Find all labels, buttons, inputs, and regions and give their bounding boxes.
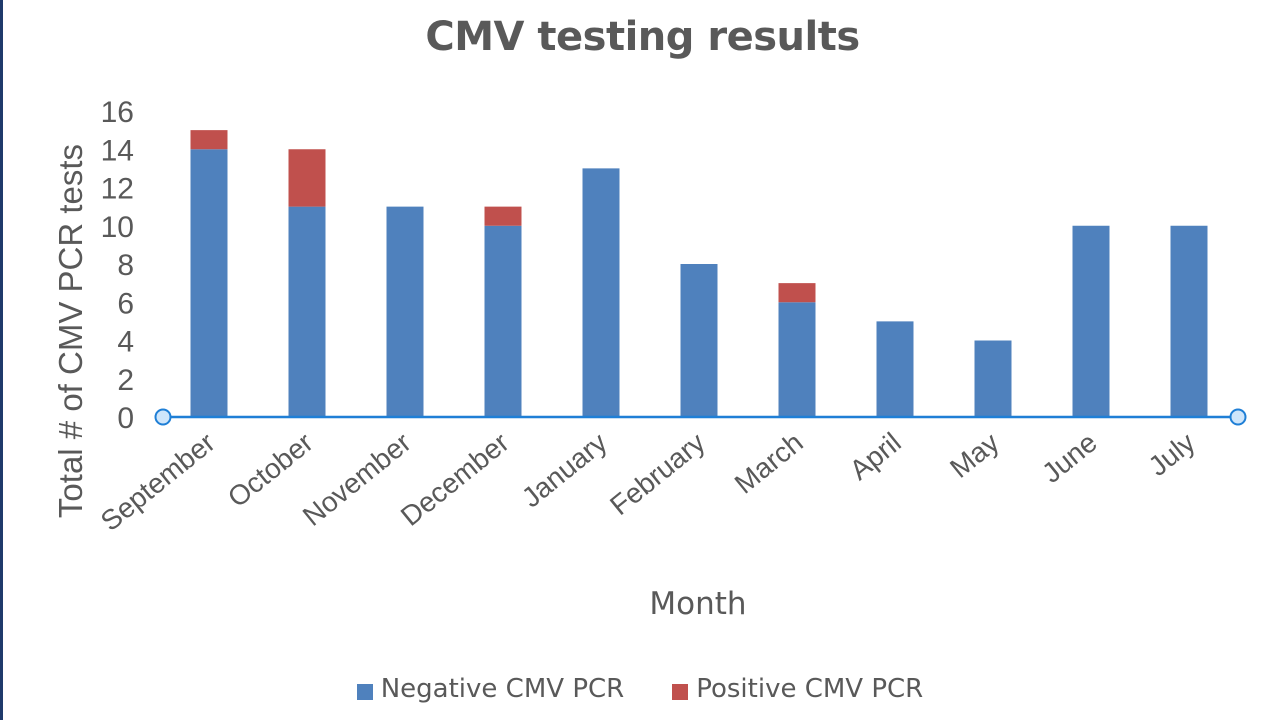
x-axis [154, 408, 1247, 426]
bar-negative [876, 321, 914, 417]
x-tick-label: February [604, 427, 711, 522]
y-axis-ticks: 0 2 4 6 8 10 12 14 16 [101, 96, 134, 435]
bar-positive [190, 130, 228, 150]
y-tick-label: 0 [117, 402, 134, 435]
legend: Negative CMV PCR Positive CMV PCR [0, 674, 1280, 704]
x-tick-label: July [1143, 427, 1201, 482]
bar-negative [484, 225, 522, 417]
bar-negative [778, 302, 816, 417]
axis-handle-left[interactable] [154, 408, 172, 426]
chart-title: CMV testing results [425, 14, 860, 60]
bar-negative [1072, 225, 1110, 417]
legend-label-negative: Negative CMV PCR [380, 674, 625, 704]
x-tick-label: June [1036, 427, 1103, 489]
bar-positive [778, 283, 816, 303]
y-tick-label: 8 [117, 249, 134, 282]
bar-positive [288, 149, 326, 207]
x-tick-label: September [95, 427, 221, 537]
y-tick-label: 10 [101, 211, 134, 244]
y-tick-label: 4 [117, 326, 134, 359]
window-edge [0, 0, 3, 720]
legend-label-positive: Positive CMV PCR [696, 674, 924, 704]
x-tick-label: May [944, 427, 1005, 484]
bar-negative [190, 149, 228, 417]
legend-item-positive: Positive CMV PCR [672, 674, 923, 704]
y-tick-label: 6 [117, 287, 134, 320]
x-tick-label: October [222, 427, 319, 514]
y-tick-label: 14 [101, 134, 134, 167]
x-tick-label: March [729, 427, 809, 500]
y-tick-label: 12 [101, 173, 134, 206]
y-tick-label: 2 [117, 364, 134, 397]
legend-item-negative: Negative CMV PCR [356, 674, 625, 704]
bar-negative [974, 340, 1012, 417]
y-tick-label: 16 [101, 96, 134, 129]
legend-swatch-positive [672, 684, 689, 700]
y-axis-label: Total # of CMV PCR tests [52, 144, 89, 518]
x-axis-label: Month [649, 586, 746, 622]
bars [190, 130, 1208, 417]
legend-swatch-negative [356, 684, 373, 700]
x-tick-label: December [395, 427, 515, 532]
bar-positive [484, 206, 522, 226]
x-tick-label: January [516, 427, 613, 514]
bar-negative [288, 206, 326, 417]
axis-handle-right[interactable] [1229, 408, 1247, 426]
bar-negative [1170, 225, 1208, 417]
bar-negative [386, 206, 424, 417]
bar-negative [680, 264, 718, 417]
x-tick-label: November [297, 427, 417, 532]
x-tick-label: April [844, 427, 907, 486]
bar-negative [582, 168, 620, 417]
